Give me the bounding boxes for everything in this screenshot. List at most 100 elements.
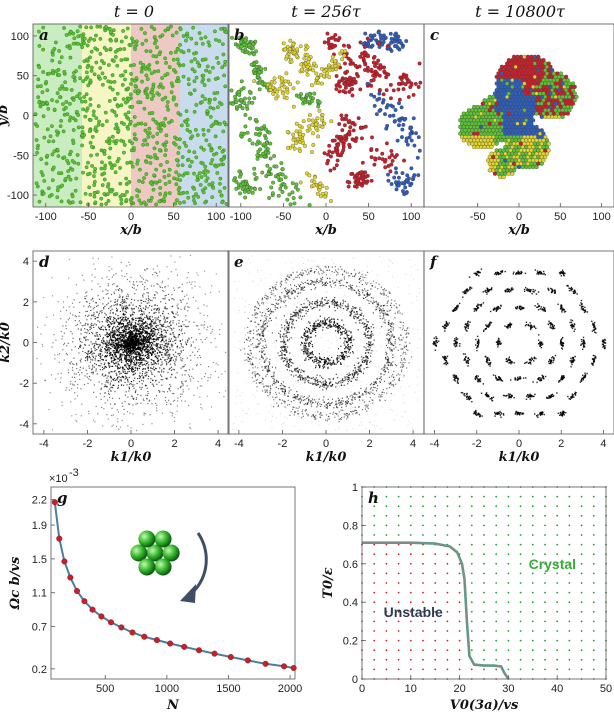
particle-c (548, 111, 553, 116)
density-dot-d (94, 357, 96, 359)
particle-b (389, 162, 394, 167)
density-dot-d (144, 413, 146, 415)
particle-c (479, 111, 484, 116)
particle-a (81, 170, 85, 175)
density-dot-d (94, 349, 96, 352)
particle-a (119, 197, 124, 202)
density-dot-d (70, 331, 72, 333)
density-dot-d (100, 363, 102, 365)
particle-b (267, 130, 272, 135)
particle-c (557, 108, 562, 113)
particle-b (312, 61, 317, 66)
density-dot-d (194, 347, 196, 349)
particle-b (347, 129, 352, 134)
particle-b (244, 185, 249, 190)
particle-b (254, 49, 258, 54)
density-dot-d (178, 322, 180, 324)
density-dot-d (175, 337, 177, 339)
particle-c (557, 94, 562, 99)
particle-c (496, 165, 501, 170)
density-dot-d (105, 381, 107, 383)
density-dot-d (112, 327, 114, 329)
particle-c (510, 98, 515, 103)
particle-a (114, 138, 119, 143)
particle-c (543, 134, 548, 140)
density-dot-d (201, 378, 203, 380)
particle-c (525, 61, 530, 66)
density-dot-d (57, 301, 59, 303)
particle-a (50, 124, 54, 129)
density-dot-d (156, 410, 158, 412)
density-dot-d (101, 354, 103, 356)
particle-c (550, 114, 555, 119)
particle-a (48, 134, 53, 139)
density-dot-d (79, 359, 81, 362)
density-dot-d (141, 383, 143, 385)
density-dot-d (109, 338, 111, 340)
particle-a (171, 57, 176, 62)
particle-a (104, 201, 109, 206)
particle-a (88, 140, 93, 145)
particle-c (546, 68, 551, 73)
particle-c (546, 148, 551, 153)
density-dot-d (98, 321, 101, 323)
density-dot-d (107, 292, 109, 295)
density-dot-d (193, 394, 195, 396)
particle-b (335, 158, 340, 163)
particle-a (106, 182, 111, 186)
density-dot-d (141, 340, 143, 342)
particle-b (365, 36, 370, 41)
particle-b (353, 63, 358, 68)
density-dot-d (91, 280, 93, 282)
density-dot-d (174, 364, 176, 366)
particle-b (254, 142, 259, 147)
particle-c (492, 138, 498, 143)
particle-c (511, 88, 517, 93)
particle-a (65, 112, 70, 117)
particle-b (310, 150, 314, 154)
density-dot-d (162, 356, 164, 359)
density-dot-d (60, 330, 62, 333)
density-dot-d (41, 343, 43, 346)
density-dot-d (142, 364, 144, 366)
density-dot-d (140, 309, 143, 311)
density-dot-d (176, 345, 178, 348)
particle-b (250, 100, 255, 105)
particle-b (236, 89, 241, 94)
particle-a (108, 85, 113, 90)
density-dot-d (104, 402, 106, 404)
particle-b (229, 88, 234, 93)
density-dot-d (113, 352, 115, 354)
particle-c (548, 64, 553, 69)
density-dot-d (74, 380, 76, 383)
particle-a (89, 65, 94, 70)
density-dot-d (117, 299, 119, 301)
particle-b (274, 96, 279, 101)
particle-c (522, 108, 527, 113)
density-dot-d (118, 352, 120, 354)
particle-a (51, 139, 56, 144)
particle-c (524, 131, 529, 136)
density-dot-d (128, 356, 130, 358)
density-dot-d (122, 307, 125, 309)
particle-a (218, 176, 223, 181)
particle-c (470, 134, 475, 140)
particle-c (518, 161, 524, 166)
density-dot-d (93, 342, 95, 345)
density-dot-d (93, 326, 95, 329)
particle-a (41, 25, 46, 30)
particle-a (83, 191, 88, 196)
particle-a (161, 121, 166, 125)
particle-a (119, 103, 124, 108)
particle-c (548, 104, 553, 109)
density-dot-d (121, 275, 123, 277)
particle-c (531, 71, 536, 76)
particle-a (84, 70, 89, 75)
density-dot-d (113, 291, 115, 293)
particle-c (489, 138, 494, 143)
particle-c (461, 111, 466, 116)
particle-b (323, 194, 328, 199)
particle-b (294, 54, 299, 59)
particle-a (56, 154, 61, 158)
